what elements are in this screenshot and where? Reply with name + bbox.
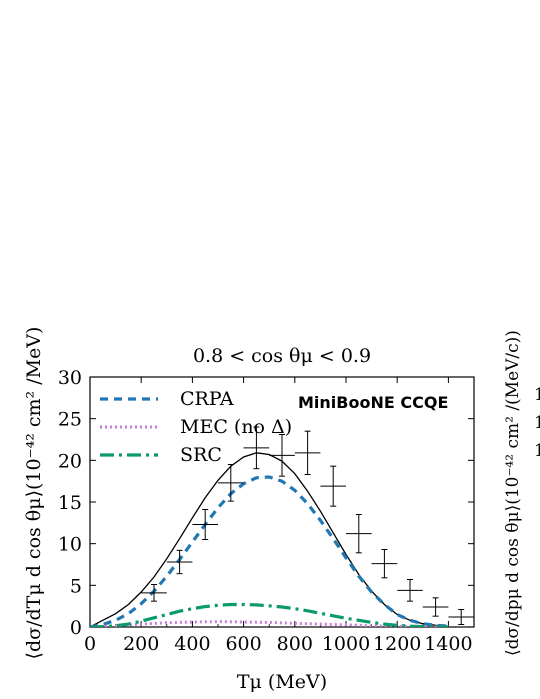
data-point [422,597,449,617]
data-point [371,549,398,579]
x-tick-label: 1200 [373,633,421,655]
x-tick-label: 1000 [322,633,370,655]
dataset-annotation: MiniBooNE CCQE [298,393,448,412]
data-point [397,579,423,602]
x-tick-label: 200 [123,633,159,655]
y-tick-label: 10 [58,534,82,556]
series-line-src [90,602,449,627]
x-tick-label: 1400 [424,633,472,655]
data-point [320,465,346,507]
y-tick-label: 25 [58,409,82,431]
data-point [243,426,270,470]
x-tick-label: 400 [174,633,210,655]
y-tick-label: 0 [70,617,82,639]
legend-label-crpa: CRPA [180,388,234,410]
data-point [346,514,372,554]
y-axis-label: ⟨dσ/dTμ d cos θμ⟩(10⁻⁴² cm² /MeV) [23,327,45,660]
data-point [218,464,244,502]
partial-right-panel: ⟨dσ/dpμ d cos θμ⟩(10⁻⁴² cm² /(MeV/c)) 1 … [503,330,540,656]
legend: CRPA MEC (no Δ) SRC [100,388,292,466]
y-tick-label: 30 [58,367,82,389]
partial-panel-y-label: ⟨dσ/dpμ d cos θμ⟩(10⁻⁴² cm² /(MeV/c)) [503,330,523,656]
x-tick-label: 800 [277,633,313,655]
data-point [192,509,218,540]
data-point [166,549,193,575]
partial-panel-tick-label: 1 [534,385,540,405]
x-tick-label: 0 [84,633,96,655]
series-line-crpa [90,475,449,627]
partial-panel-tick-label: 1 [534,441,540,461]
y-tick-label: 5 [70,575,82,597]
data-point [294,430,321,475]
legend-label-src: SRC [180,444,222,466]
data-point [448,609,474,625]
data-point [141,584,167,602]
x-tick-label: 600 [225,633,261,655]
y-tick-label: 15 [58,492,82,514]
x-axis-label: Tμ (MeV) [237,671,327,693]
chart-title: 0.8 < cos θμ < 0.9 [193,345,371,367]
plot-area: 0 200 400 600 800 1000 1200 1400 0 5 10 15 20 25 30 [58,367,475,655]
plot-frame [89,376,475,628]
y-tick-label: 20 [58,450,82,472]
legend-label-mec: MEC (no Δ) [180,416,292,438]
partial-panel-tick-label: 1 [534,413,540,433]
data-point [269,434,295,477]
